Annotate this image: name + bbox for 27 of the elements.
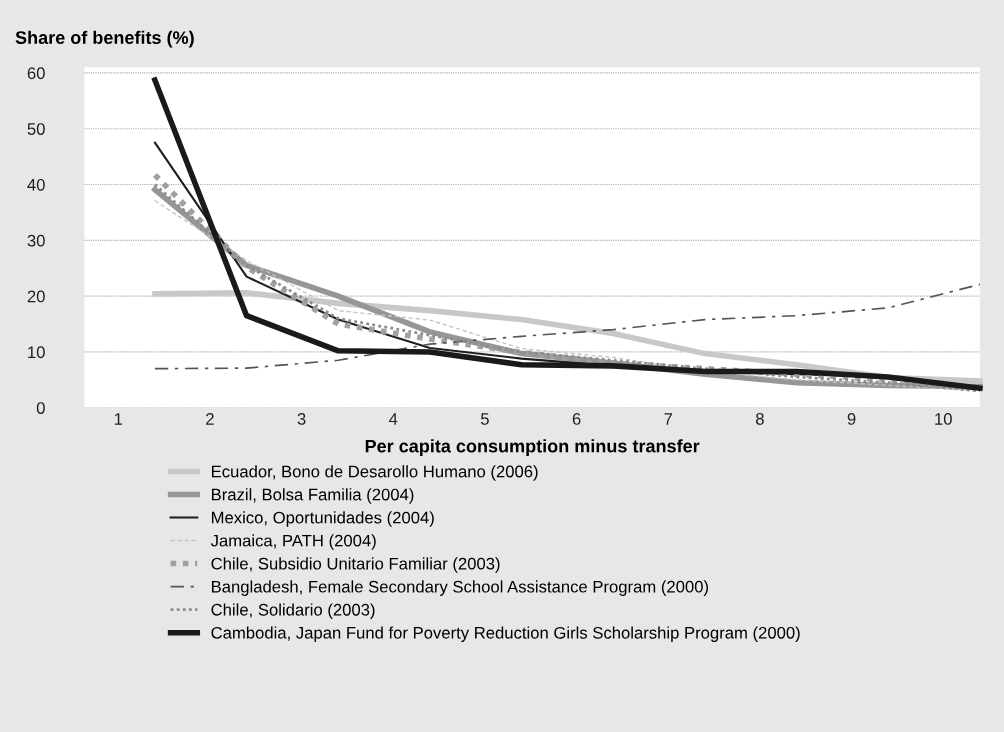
y-tick-label: 50: [27, 123, 45, 135]
x-tick-label: 5: [480, 413, 489, 425]
legend-label: Jamaica, PATH (2004): [210, 534, 376, 550]
x-tick-label: 6: [572, 413, 581, 425]
y-tick-label: 40: [27, 178, 45, 191]
y-axis-title: Share of benefits (%): [15, 30, 194, 48]
x-tick-label: 9: [847, 413, 856, 425]
legend-label: Cambodia, Japan Fund for Poverty Reduction Girls Scholarship Program (2000): [211, 626, 800, 642]
legend-label: Bangladesh, Female Secondary School Assistance Program (2000): [211, 580, 709, 596]
legend-label: Ecuador, Bono de Desarollo Humano (2006): [211, 465, 538, 481]
legend-label: Chile, Solidario (2003): [211, 603, 375, 619]
x-tick-label: 2: [206, 413, 214, 425]
y-tick-label: 0: [36, 402, 45, 414]
y-tick-label: 10: [28, 346, 45, 359]
y-tick-label: 60: [27, 67, 45, 80]
x-tick-label: 10: [935, 413, 952, 425]
x-tick-label: 8: [756, 413, 764, 425]
x-tick-label: 7: [664, 413, 673, 425]
x-tick-label: 3: [297, 413, 306, 425]
legend-label: Mexico, Oportunidades (2004): [211, 511, 434, 527]
y-tick-label: 30: [27, 234, 45, 247]
y-tick-label: 20: [27, 290, 45, 303]
x-tick-label: 4: [389, 413, 398, 425]
legend-label: Chile, Subsidio Unitario Familiar (2003): [211, 557, 500, 573]
x-axis-title: Per capita consumption minus transfer: [365, 439, 700, 457]
legend-label: Brazil, Bolsa Familia (2004): [211, 488, 414, 504]
x-tick-label: 1: [114, 413, 123, 425]
